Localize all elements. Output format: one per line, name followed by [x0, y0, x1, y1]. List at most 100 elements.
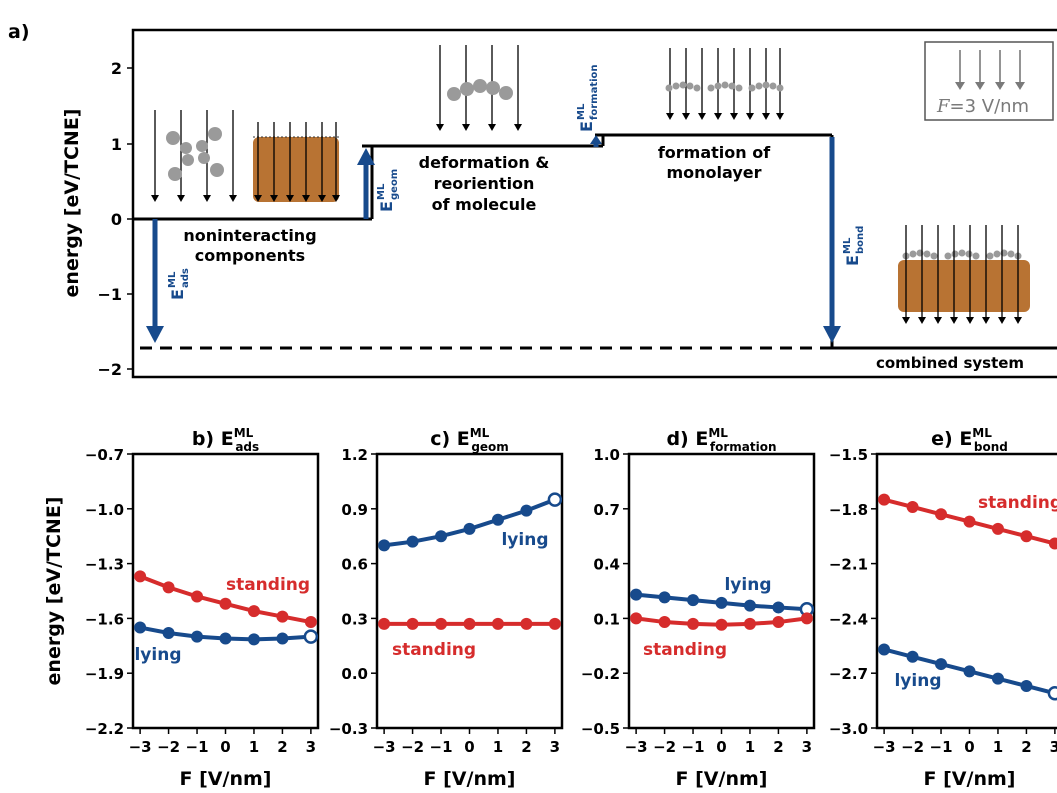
title-sup: ML	[972, 426, 992, 440]
title-sup: ML	[708, 426, 728, 440]
data-point-lying	[963, 665, 976, 678]
title-sub: geom	[471, 440, 508, 454]
xtick-label: 2	[277, 738, 287, 756]
title-base: E	[959, 428, 972, 450]
step-text: reoriention	[434, 174, 535, 193]
xtick-label: 3	[1050, 738, 1057, 756]
data-point-standing	[247, 605, 260, 618]
xtick-label: −2	[401, 738, 424, 756]
field-lines	[666, 48, 784, 120]
xtick-label: 3	[550, 738, 560, 756]
ytick-label: −3.0	[829, 720, 868, 738]
arrow-formation	[590, 135, 602, 147]
data-point-standing	[878, 493, 891, 506]
series-label-lying: lying	[894, 671, 941, 691]
x-axis-label: F [V/nm]	[676, 768, 768, 790]
chart-panel-d: d) EML formation 1.0 0.7 0.4 0.1 −0.2 −0.5 −3 −2−…	[581, 426, 816, 790]
data-point-standing	[743, 617, 756, 630]
xtick-label: 0	[464, 738, 474, 756]
ytick-label: −2	[97, 360, 122, 379]
field-lines	[254, 122, 340, 202]
arrow-geom	[357, 148, 375, 219]
arrow-bond	[823, 137, 841, 343]
step-text: combined system	[876, 354, 1024, 372]
chart-title: b) EML ads	[192, 426, 259, 454]
data-point-lying	[658, 591, 671, 604]
ytick-label: −1.5	[829, 446, 868, 464]
ytick-label: 1.0	[593, 446, 620, 464]
xtick-label: −2	[157, 738, 180, 756]
ytick-label: −0.5	[581, 720, 620, 738]
data-point-lying	[134, 621, 147, 634]
chart-panel-c: c) EML geom 1.2 0.9 0.6 0.3 0.0 −0.3 −3 −2 −1 0 1 2 3 F…	[329, 426, 564, 790]
title-sub: formation	[710, 440, 777, 454]
data-point-standing	[378, 617, 391, 630]
data-point-standing	[463, 617, 476, 630]
step-text: components	[195, 246, 305, 265]
xtick-label: 1	[993, 738, 1003, 756]
xtick-label: −1	[682, 738, 705, 756]
ytick-label: 0.3	[341, 610, 368, 628]
label-formation-sup: ML	[576, 103, 587, 120]
panel-letter: d)	[666, 428, 695, 450]
data-point-standing	[435, 617, 448, 630]
data-point-standing	[491, 617, 504, 630]
ytick-label: 0.9	[341, 501, 368, 519]
data-point-standing	[406, 617, 419, 630]
data-point-lying	[303, 629, 318, 644]
data-point-standing	[191, 590, 204, 603]
field-legend: F=3 V/nm	[924, 41, 1054, 121]
ytick-label: 0.6	[341, 556, 368, 574]
label-formation-sub: formation	[589, 64, 600, 120]
ytick-label: −1	[97, 285, 122, 304]
data-point-lying	[687, 594, 700, 607]
panel-a-ylabel: energy [eV/TCNE]	[61, 109, 83, 298]
ytick-label: −0.7	[85, 446, 124, 464]
xtick-label: −1	[930, 738, 953, 756]
panel-letter: b)	[192, 428, 221, 450]
data-point-lying	[162, 627, 175, 640]
label-formation-base: E	[577, 121, 596, 132]
metal-slab-icon	[253, 136, 339, 202]
xtick-label: −3	[373, 738, 396, 756]
ytick-label: −1.9	[85, 665, 124, 683]
data-point-lying	[406, 535, 419, 548]
xtick-label: 0	[716, 738, 726, 756]
data-point-lying	[547, 492, 562, 507]
data-point-standing	[630, 612, 643, 625]
data-point-standing	[520, 617, 533, 630]
title-base: E	[221, 428, 234, 450]
label-geom: E ML geom	[376, 169, 400, 212]
ytick-label: −2.7	[829, 665, 868, 683]
data-point-lying	[878, 643, 891, 656]
label-ads-sub: ads	[180, 268, 191, 288]
step-text: of molecule	[432, 195, 537, 214]
ytick-label: 0.7	[593, 501, 620, 519]
series-label-standing: standing	[978, 493, 1057, 513]
label-formation: E ML formation	[576, 64, 600, 132]
arrow-head	[146, 326, 164, 343]
data-point-lying	[1047, 686, 1057, 701]
xtick-label: 3	[306, 738, 316, 756]
series-label-standing: standing	[643, 640, 727, 660]
title-sup: ML	[470, 426, 490, 440]
field-legend-box	[924, 41, 1054, 121]
label-ads-sup: ML	[167, 271, 178, 288]
plot-frame	[627, 452, 816, 730]
xtick-label: 0	[964, 738, 974, 756]
label-bond-base: E	[843, 255, 862, 266]
series-label-lying: lying	[134, 645, 181, 665]
data-point-lying	[935, 658, 948, 671]
panel-a-label: a)	[8, 21, 30, 43]
data-point-lying	[191, 630, 204, 643]
data-point-standing	[1048, 537, 1057, 550]
title-sub: bond	[974, 440, 1008, 454]
plot-area	[378, 492, 562, 630]
field-legend-arrows	[955, 50, 1025, 90]
ytick-label: 2	[111, 59, 122, 78]
label-bond: E ML bond	[842, 226, 866, 266]
ytick-label: −0.2	[581, 665, 620, 683]
label-bond-sup: ML	[842, 237, 853, 254]
plot-area	[878, 493, 1057, 701]
data-point-lying	[630, 588, 643, 601]
